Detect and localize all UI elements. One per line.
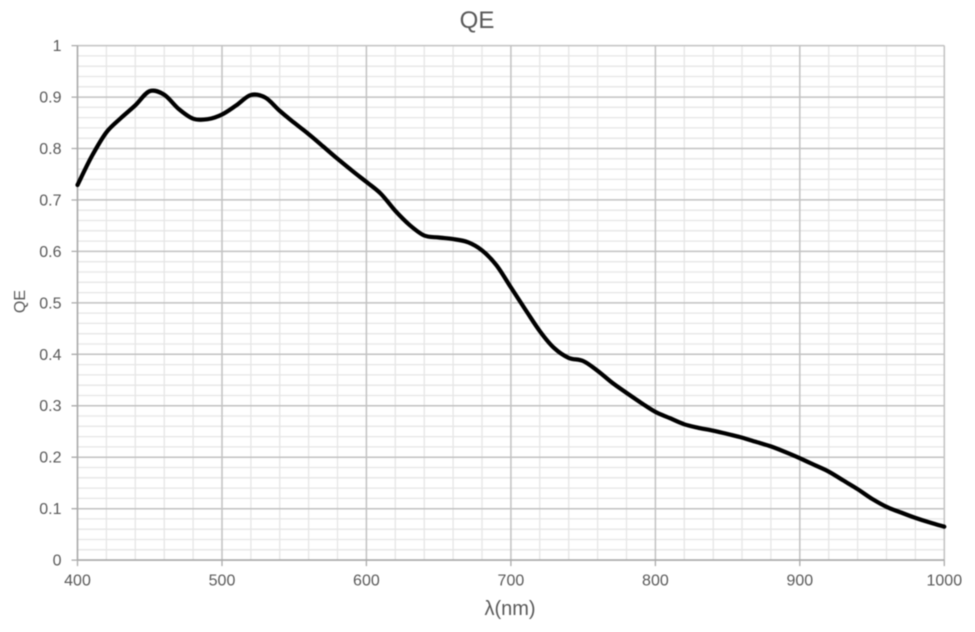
svg-text:QE: QE — [12, 290, 29, 313]
svg-text:0.9: 0.9 — [39, 90, 61, 107]
svg-text:λ(nm): λ(nm) — [484, 598, 535, 620]
svg-text:800: 800 — [642, 573, 669, 590]
svg-text:0.2: 0.2 — [39, 450, 61, 467]
svg-text:0.3: 0.3 — [39, 398, 61, 415]
svg-text:QE: QE — [460, 7, 495, 34]
svg-text:700: 700 — [498, 573, 525, 590]
svg-text:400: 400 — [64, 573, 91, 590]
svg-text:0.6: 0.6 — [39, 244, 61, 261]
svg-text:0.8: 0.8 — [39, 141, 61, 158]
svg-text:500: 500 — [209, 573, 236, 590]
svg-text:1000: 1000 — [927, 573, 963, 590]
svg-text:0.7: 0.7 — [39, 193, 61, 210]
svg-text:0.5: 0.5 — [39, 295, 61, 312]
svg-text:0.4: 0.4 — [39, 347, 61, 364]
svg-text:900: 900 — [786, 573, 813, 590]
svg-text:600: 600 — [353, 573, 380, 590]
svg-text:1: 1 — [53, 38, 62, 55]
svg-text:0.1: 0.1 — [39, 501, 61, 518]
svg-text:0: 0 — [53, 553, 62, 570]
